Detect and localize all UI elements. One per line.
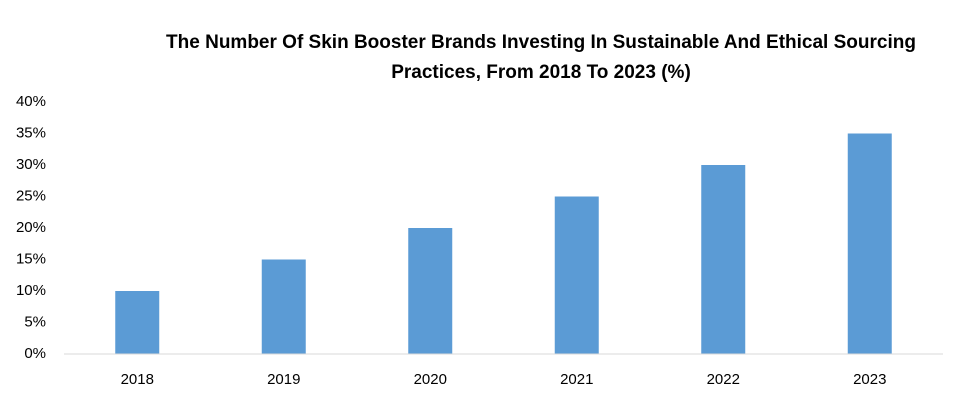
y-tick-label: 20% (16, 219, 46, 236)
y-tick-label: 15% (16, 250, 46, 267)
bar (701, 165, 746, 354)
y-tick-label: 40% (16, 93, 46, 110)
y-tick-label: 0% (24, 345, 46, 362)
x-tick-label: 2018 (121, 371, 154, 388)
y-tick-label: 30% (16, 156, 46, 173)
y-tick-label: 5% (24, 313, 46, 330)
x-tick-label: 2021 (560, 371, 593, 388)
chart-title: The Number Of Skin Booster Brands Invest… (166, 32, 916, 83)
bar (554, 196, 599, 354)
bar (115, 291, 160, 354)
bar (261, 259, 306, 354)
y-tick-label: 35% (16, 124, 46, 141)
y-tick-label: 25% (16, 187, 46, 204)
x-tick-label: 2022 (707, 371, 740, 388)
bar (408, 228, 453, 354)
x-tick-label: 2020 (414, 371, 447, 388)
bar (847, 133, 892, 354)
y-tick-label: 10% (16, 282, 46, 299)
x-tick-label: 2023 (853, 371, 886, 388)
x-tick-label: 2019 (267, 371, 300, 388)
